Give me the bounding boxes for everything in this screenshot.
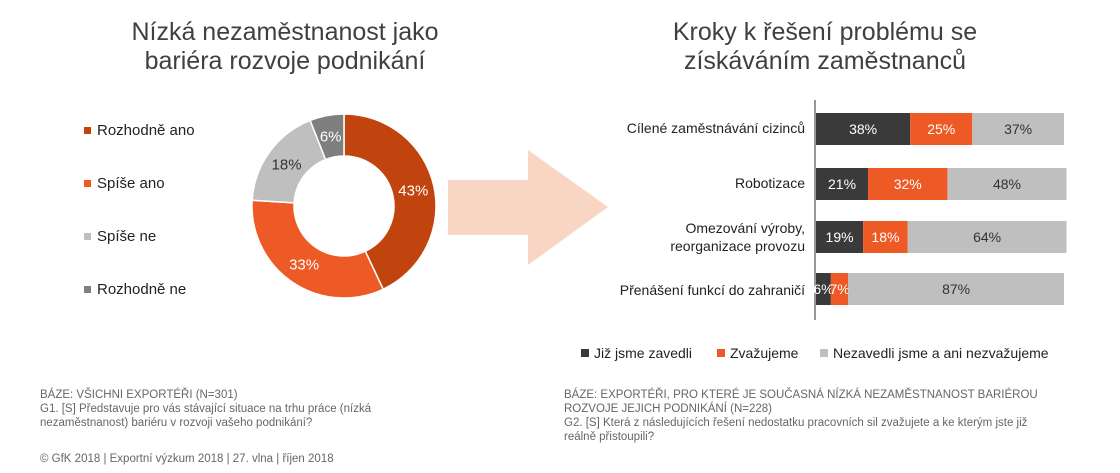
category-label-line: Cílené zaměstnávání cizinců (626, 120, 805, 136)
bar-segment (863, 221, 908, 253)
bar-segment (830, 273, 849, 305)
legend-swatch (581, 349, 589, 357)
legend-swatch (84, 233, 91, 240)
category-label-line: Omezování výroby, (685, 220, 805, 236)
bar-value-label: 48% (993, 176, 1021, 192)
bar-segment (947, 168, 1067, 200)
question-line: G1. [S] Představuje pro vás stávající si… (40, 403, 372, 415)
donut-slice-1 (343, 113, 437, 291)
donut-legend-item-rozhodne-ne: Rozhodně ne (84, 281, 186, 298)
bar-segment (816, 113, 911, 145)
question-line: reálně přistoupili? (564, 431, 655, 443)
donut-slice-label: 33% (289, 257, 319, 274)
bar-segment (868, 168, 948, 200)
bar-legend-item-zavedli: Již jsme zavedli (581, 345, 692, 361)
donut-slice-2 (251, 199, 385, 299)
bar-value-label: 7% (829, 281, 849, 297)
bar-value-label: 32% (894, 176, 922, 192)
bar-segment (816, 221, 864, 253)
bar-value-label: 87% (942, 281, 970, 297)
question-line: nezaměstnanost) bariéru v rozvoji vašeho… (40, 417, 313, 429)
legend-swatch (820, 349, 828, 357)
donut-legend-item-rozhodne-ano: Rozhodně ano (84, 122, 195, 139)
donut-slice-4 (309, 113, 345, 161)
legend-label: Zvažujeme (730, 345, 799, 361)
legend-label: Spíše ne (97, 228, 157, 245)
bar-title-line-1: Kroky k řešení problému se (672, 18, 978, 46)
footer-copyright: © GfK 2018 | Exportní výzkum 2018 | 27. … (40, 453, 334, 465)
category-label-omezovani: Omezování výroby, reorganizace provozu (670, 219, 805, 255)
bar-category-labels: Cílené zaměstnávání cizinců Robotizace O… (580, 100, 805, 320)
bar-segment (910, 113, 973, 145)
category-label-prenaseni: Přenášení funkcí do zahraničí (620, 281, 805, 299)
base-line: BÁZE: EXPORTÉŘI, PRO KTERÉ JE SOUČASNÁ N… (564, 389, 1038, 401)
legend-label: Rozhodně ne (97, 281, 187, 298)
bar-value-label: 6% (814, 281, 834, 297)
legend-label: Rozhodně ano (97, 122, 195, 139)
donut-legend-item-spise-ne: Spíše ne (84, 228, 156, 245)
left-base-note: BÁZE: VŠICHNI EXPORTÉŘI (N=301) G1. [S] … (40, 388, 371, 430)
bar-value-label: 21% (828, 176, 856, 192)
bar-chart-title: Kroky k řešení problému se získáváním za… (640, 18, 1010, 76)
category-label-robotizace: Robotizace (735, 174, 805, 192)
base-text: BÁZE: VŠICHNI EXPORTÉŘI (N=301) (40, 389, 238, 401)
bar-segment (848, 273, 1064, 305)
bar-segment (816, 168, 869, 200)
donut-legend-item-spise-ano: Spíše ano (84, 175, 165, 192)
base-line: ROZVOJE JEJICH PODNIKÁNÍ (N=228) (564, 403, 772, 415)
right-base-note: BÁZE: EXPORTÉŘI, PRO KTERÉ JE SOUČASNÁ N… (564, 388, 1038, 444)
bar-value-label: 19% (826, 229, 854, 245)
legend-swatch (84, 127, 91, 134)
arrow-icon (448, 150, 608, 265)
legend-label: Nezavedli jsme a ani nezvažujeme (833, 345, 1049, 361)
donut-slice-label: 43% (398, 183, 428, 200)
category-label-cizinci: Cílené zaměstnávání cizinců (627, 119, 805, 137)
legend-swatch (84, 180, 91, 187)
bar-segment (816, 273, 831, 305)
bar-value-label: 38% (849, 121, 877, 137)
legend-label: Již jsme zavedli (594, 345, 693, 361)
bar-title-line-2: získáváním zaměstnanců (683, 47, 967, 75)
donut-chart-title: Nízká nezaměstnanost jako bariéra rozvoj… (120, 18, 450, 76)
stacked-bar-chart: 38% 25% 37% 21% 32% 48% 19% 18% 64% 6%7% 87% (814, 100, 1067, 320)
bar-value-label: 64% (973, 229, 1001, 245)
bar-value-label: 37% (1004, 121, 1032, 137)
bar-segment (907, 221, 1067, 253)
legend-swatch (717, 349, 725, 357)
legend-swatch (84, 286, 91, 293)
donut-slice-label: 18% (272, 156, 302, 173)
category-label-line: Přenášení funkcí do zahraničí (619, 282, 805, 298)
bar-value-label: 18% (871, 229, 899, 245)
category-label-line: reorganizace provozu (670, 238, 805, 254)
bar-value-label: 25% (927, 121, 955, 137)
donut-chart: 43% 33% 18% 6% (251, 113, 437, 299)
donut-title-line-2: bariéra rozvoje podnikání (144, 47, 426, 75)
donut-slice-label: 6% (320, 128, 342, 145)
bar-legend-item-nezavedli: Nezavedli jsme a ani nezvažujeme (820, 345, 1049, 361)
category-label-line: Robotizace (734, 175, 805, 191)
question-line: G2. [S] Která z následujících řešení ned… (564, 417, 1028, 429)
bar-segment (972, 113, 1064, 145)
legend-label: Spíše ano (97, 175, 165, 192)
bar-legend-item-zvazujeme: Zvažujeme (717, 345, 798, 361)
donut-title-line-1: Nízká nezaměstnanost jako (131, 18, 439, 46)
